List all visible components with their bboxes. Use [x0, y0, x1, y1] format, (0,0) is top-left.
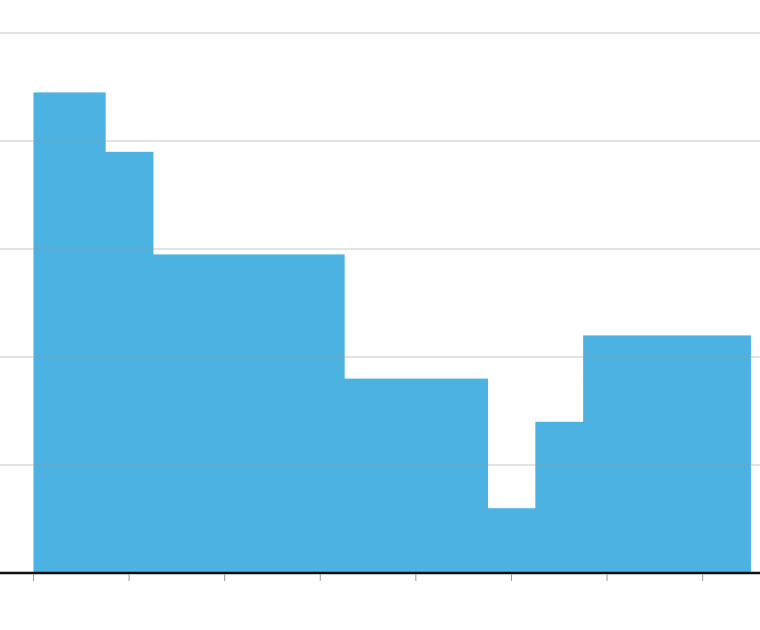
- bar: [487, 508, 536, 573]
- bar: [344, 378, 489, 573]
- bar: [583, 335, 751, 573]
- bar: [33, 92, 106, 574]
- bar: [105, 151, 154, 574]
- bar: [535, 421, 584, 573]
- bar: [152, 254, 345, 573]
